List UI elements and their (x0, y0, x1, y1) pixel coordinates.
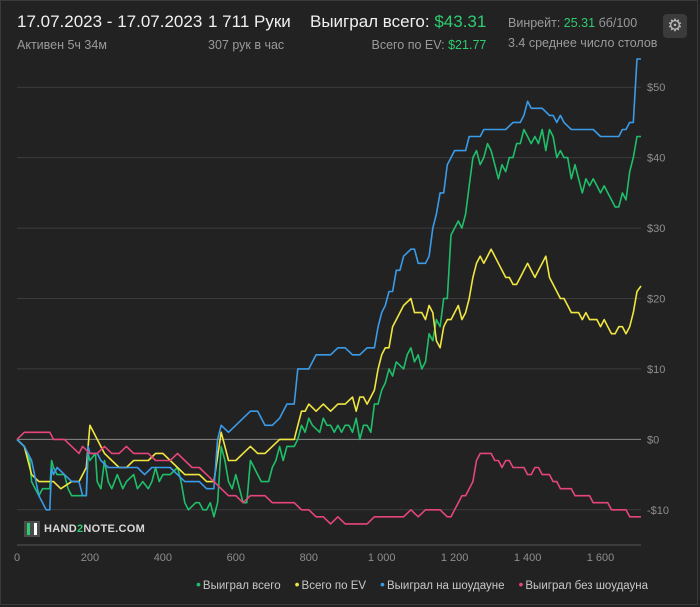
y-tick-label: $20 (647, 294, 665, 306)
date-range: 17.07.2023 - 17.07.2023 (17, 12, 203, 31)
legend-item-1[interactable]: • Выиграл всего (196, 576, 281, 592)
legend-label: Выиграл всего (202, 580, 281, 592)
legend-item-4[interactable]: • Выиграл без шоудауна (518, 576, 649, 592)
hands-block: 1 711 Руки 307 рук в час (208, 12, 291, 52)
winrate-value: 25.31 (563, 16, 596, 30)
gear-icon[interactable]: ⚙ (663, 14, 687, 38)
x-tick-label: 1 200 (441, 552, 469, 564)
ev-label: Всего по EV: (371, 38, 445, 52)
legend-dot: • (380, 576, 385, 592)
legend-label: Всего по EV (301, 580, 367, 592)
x-tick-label: 200 (81, 552, 99, 564)
y-tick-label: $10 (647, 364, 665, 376)
x-tick-label: 1 000 (368, 552, 396, 564)
y-tick-label: $30 (647, 223, 665, 235)
y-tick-label: $40 (647, 153, 665, 165)
series-line-1 (16, 128, 641, 518)
won-value: $43.31 (434, 12, 487, 31)
won-block: Выиграл всего: $43.31 Всего по EV: $21.7… (310, 12, 486, 52)
hands-per-hour: 307 рук в час (208, 38, 285, 52)
legend-dot: • (196, 576, 201, 592)
winrate-unit: бб/100 (598, 16, 638, 30)
date-range-block: 17.07.2023 - 17.07.2023 Активен 5ч 34м (17, 12, 202, 52)
x-tick-label: 1 400 (514, 552, 542, 564)
legend-item-2[interactable]: • Всего по EV (295, 576, 367, 592)
avg-tables: 3.4 среднее число столов (508, 36, 658, 50)
x-tick-label: 600 (227, 552, 245, 564)
series-line-2 (16, 248, 642, 490)
x-tick-label: 400 (154, 552, 172, 564)
series-line-4 (16, 431, 641, 525)
legend-dot: • (294, 576, 300, 592)
x-tick-label: 0 (14, 552, 20, 564)
x-tick-label: 800 (300, 552, 318, 564)
legend-item-3[interactable]: • Выиграл на шоудауне (380, 576, 505, 592)
y-tick-label: $50 (647, 82, 665, 94)
hands-count: 1 711 Руки (208, 12, 291, 31)
chart-legend: • Выиграл всего • Всего по EV • Выиграл на шо… (196, 576, 662, 592)
legend-label: Выиграл без шоудауна (525, 580, 649, 592)
winrate-block: Винрейт: 25.31 бб/100 3.4 среднее число … (508, 12, 657, 50)
y-tick-label: -$10 (647, 505, 669, 517)
legend-label: Выиграл на шоудауне (386, 580, 505, 592)
ev-value: $21.77 (448, 38, 487, 52)
won-label: Выиграл всего: (310, 12, 430, 31)
hand2note-logo: HAND2NOTE.COM (24, 521, 145, 537)
x-tick-label: 1 600 (587, 552, 615, 564)
series-line-3 (16, 58, 641, 511)
hand2note-logo-mark (24, 521, 40, 537)
y-tick-label: $0 (647, 434, 659, 446)
winrate-label: Винрейт: (508, 16, 561, 30)
legend-dot: • (518, 576, 524, 592)
active-time: Активен 5ч 34м (17, 38, 107, 52)
